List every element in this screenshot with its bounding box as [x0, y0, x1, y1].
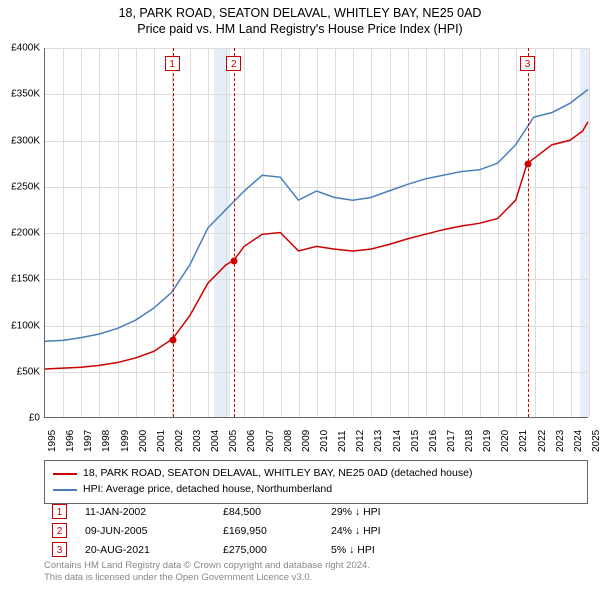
legend-swatch: [53, 489, 77, 491]
x-axis-label: 2021: [518, 430, 529, 452]
marker-hpi: 29% ↓ HPI: [331, 506, 441, 518]
series-line: [45, 89, 588, 341]
table-row: 1 11-JAN-2002 £84,500 29% ↓ HPI: [44, 502, 588, 521]
title-address: 18, PARK ROAD, SEATON DELAVAL, WHITLEY B…: [0, 6, 600, 20]
x-axis-label: 2016: [428, 430, 439, 452]
marker-date: 09-JUN-2005: [85, 525, 205, 537]
marker-id-box: 2: [226, 56, 241, 71]
data-point-dot: [169, 336, 176, 343]
series-line: [45, 122, 588, 369]
x-axis-label: 2002: [174, 430, 185, 452]
x-axis-label: 1999: [120, 430, 131, 452]
x-axis-label: 2022: [537, 430, 548, 452]
y-axis-label: £0: [29, 413, 40, 424]
legend-box: 18, PARK ROAD, SEATON DELAVAL, WHITLEY B…: [44, 460, 588, 504]
x-axis-label: 2003: [192, 430, 203, 452]
y-axis-label: £350K: [11, 89, 40, 100]
marker-vline: [173, 48, 174, 417]
chart-title-block: 18, PARK ROAD, SEATON DELAVAL, WHITLEY B…: [0, 0, 600, 38]
y-axis-label: £300K: [11, 135, 40, 146]
chart-svg: [45, 48, 588, 417]
marker-id-box: 2: [52, 523, 67, 538]
x-axis-label: 2009: [301, 430, 312, 452]
gridline-vertical: [589, 48, 590, 417]
legend-label: HPI: Average price, detached house, Nort…: [83, 482, 332, 498]
x-axis-label: 2008: [283, 430, 294, 452]
x-axis-label: 1996: [65, 430, 76, 452]
y-axis-label: £250K: [11, 181, 40, 192]
data-point-dot: [525, 160, 532, 167]
marker-date: 11-JAN-2002: [85, 506, 205, 518]
table-row: 3 20-AUG-2021 £275,000 5% ↓ HPI: [44, 540, 588, 559]
marker-price: £169,950: [223, 525, 313, 537]
y-axis-label: £150K: [11, 274, 40, 285]
marker-price: £84,500: [223, 506, 313, 518]
x-axis-label: 2019: [482, 430, 493, 452]
x-axis-label: 2010: [319, 430, 330, 452]
x-axis-label: 2005: [228, 430, 239, 452]
legend-swatch: [53, 473, 77, 475]
legend-label: 18, PARK ROAD, SEATON DELAVAL, WHITLEY B…: [83, 466, 472, 482]
x-axis-label: 2004: [210, 430, 221, 452]
footer-line: Contains HM Land Registry data © Crown c…: [44, 560, 588, 572]
x-axis-label: 2024: [573, 430, 584, 452]
x-axis-label: 2007: [265, 430, 276, 452]
table-row: 2 09-JUN-2005 £169,950 24% ↓ HPI: [44, 521, 588, 540]
y-axis-label: £50K: [17, 366, 40, 377]
marker-hpi: 24% ↓ HPI: [331, 525, 441, 537]
legend-row: HPI: Average price, detached house, Nort…: [53, 482, 579, 498]
x-axis-label: 2020: [500, 430, 511, 452]
x-axis-label: 2011: [337, 430, 348, 452]
data-point-dot: [231, 257, 238, 264]
marker-price: £275,000: [223, 544, 313, 556]
marker-vline: [234, 48, 235, 417]
legend-row: 18, PARK ROAD, SEATON DELAVAL, WHITLEY B…: [53, 466, 579, 482]
chart-plot-area: 1 2 3: [44, 48, 588, 418]
x-axis-label: 2017: [446, 430, 457, 452]
x-axis-label: 2006: [246, 430, 257, 452]
title-subtitle: Price paid vs. HM Land Registry's House …: [0, 22, 600, 36]
marker-vline: [528, 48, 529, 417]
marker-table: 1 11-JAN-2002 £84,500 29% ↓ HPI 2 09-JUN…: [44, 502, 588, 559]
marker-id-box: 3: [520, 56, 535, 71]
x-axis-label: 2018: [464, 430, 475, 452]
x-axis-label: 1995: [47, 430, 58, 452]
x-axis-label: 2023: [555, 430, 566, 452]
x-axis-label: 2015: [410, 430, 421, 452]
x-axis-label: 1997: [83, 430, 94, 452]
y-axis-label: £400K: [11, 43, 40, 54]
marker-date: 20-AUG-2021: [85, 544, 205, 556]
y-axis-label: £100K: [11, 320, 40, 331]
x-axis-label: 1998: [101, 430, 112, 452]
y-axis-label: £200K: [11, 228, 40, 239]
marker-id-box: 1: [52, 504, 67, 519]
marker-hpi: 5% ↓ HPI: [331, 544, 441, 556]
x-axis-label: 2001: [156, 430, 167, 452]
x-axis-label: 2014: [392, 430, 403, 452]
footer-attribution: Contains HM Land Registry data © Crown c…: [44, 560, 588, 585]
marker-id-box: 1: [165, 56, 180, 71]
x-axis-label: 2013: [373, 430, 384, 452]
marker-id-box: 3: [52, 542, 67, 557]
footer-line: This data is licensed under the Open Gov…: [44, 572, 588, 584]
x-axis-label: 2025: [591, 430, 600, 452]
x-axis-label: 2012: [355, 430, 366, 452]
x-axis-label: 2000: [138, 430, 149, 452]
